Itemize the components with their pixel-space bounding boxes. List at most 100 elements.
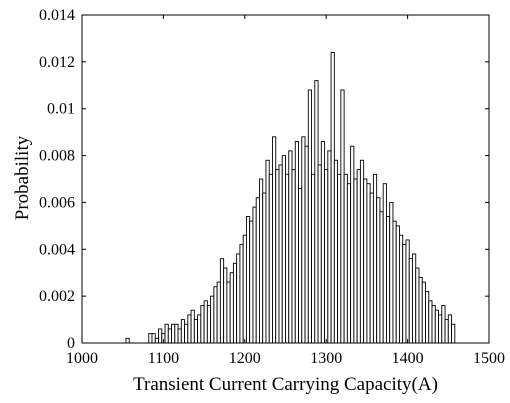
histogram-bar [252,206,257,344]
histogram-bar [444,319,449,344]
histogram-bar [193,319,199,344]
histogram-bar [197,314,202,344]
histogram-bar [382,183,387,344]
histogram-bar [314,80,319,344]
y-tick-label: 0.006 [39,194,75,211]
y-tick-label: 0.002 [39,288,75,305]
histogram-bar [311,173,316,344]
histogram-bar [226,281,231,344]
histogram-bar [148,333,153,344]
histogram-bar [268,173,273,344]
y-axis-title: Probability [12,135,33,220]
histogram-bar [434,309,439,344]
histogram-bar [399,234,404,344]
histogram-bar [317,164,322,344]
histogram-bar [346,183,352,344]
histogram-bar [171,323,176,344]
histogram-bar [174,323,179,344]
histogram-bar [272,136,277,344]
y-tick-label: 0.012 [39,54,75,71]
histogram-bar [298,187,303,344]
histogram-bar [337,173,342,344]
histogram-bar [447,314,453,344]
histogram-bar [291,169,296,344]
y-tick-label: 0 [67,335,75,352]
y-tick-label: 0.008 [39,148,75,165]
histogram-bar [405,239,410,344]
histogram-bar [301,136,306,344]
histogram-bar [245,216,251,344]
histogram-bar [340,89,345,344]
x-tick-label: 1100 [148,350,179,367]
histogram-bar [324,169,329,344]
histogram-bar [200,305,205,344]
histogram-bar [438,314,443,344]
histogram-bar [402,244,407,344]
histogram-bar [307,89,313,344]
histogram-bar [255,197,260,344]
histogram-bar [451,323,456,344]
histogram-bar [125,337,130,344]
histogram-bar [356,169,361,344]
histogram-bar [242,234,247,344]
histogram-bar [385,216,391,344]
histogram-bar [232,262,238,344]
histogram-bar [187,314,192,344]
histogram-bar [363,178,368,344]
histogram-bar [379,211,384,344]
histogram-bar [206,305,212,344]
histogram-bar [184,323,189,344]
histogram-bar [376,197,381,344]
x-tick-label: 1200 [229,350,261,367]
histogram-bar [151,333,156,344]
histogram-bar [395,225,400,344]
histogram-bar [415,267,420,344]
histogram-bar [330,52,335,344]
histogram-bar [219,258,225,344]
histogram-bar [158,328,163,344]
histogram-bar [249,220,254,344]
histogram-bar [389,201,394,344]
histogram-bar [421,281,426,344]
histogram-bar [372,173,378,344]
axes-layer [81,14,490,344]
histogram-bar [275,169,280,344]
x-tick-label: 1400 [392,350,424,367]
histogram-bar [223,267,228,344]
histogram-bar [428,300,433,344]
histogram-bar [441,305,446,344]
plot-frame [81,14,490,344]
x-axis-title: Transient Current Carrying Capacity(A) [133,374,438,395]
histogram-bar [259,178,264,344]
histogram-bar [408,258,413,344]
histogram-bar [412,253,417,344]
histogram-bar [210,295,215,344]
histogram-bar [203,300,208,344]
histogram-bar [239,244,244,344]
histogram-bar [369,192,374,344]
histogram-bar [229,272,234,344]
histogram-bar [164,323,169,344]
y-tick-label: 0.01 [47,101,75,118]
histogram-bar [288,150,293,344]
histogram-bar [418,276,423,344]
histogram-bar [154,337,159,344]
histogram-bar [343,173,348,344]
histogram-bar [366,183,371,344]
histogram-bar [333,159,339,344]
histogram-bar [180,319,186,344]
x-tick-label: 1000 [66,350,98,367]
histogram-bar [190,309,195,344]
histogram-bar [425,291,430,344]
histogram-bar [281,155,286,344]
histogram-bar [327,150,332,344]
histogram-bar [353,178,358,344]
x-tick-label: 1300 [310,350,342,367]
histogram-bar [177,328,182,344]
histogram-bar [216,281,221,344]
histogram-bar [320,141,326,344]
histogram-bar [278,164,283,344]
histogram-bar [262,192,267,344]
